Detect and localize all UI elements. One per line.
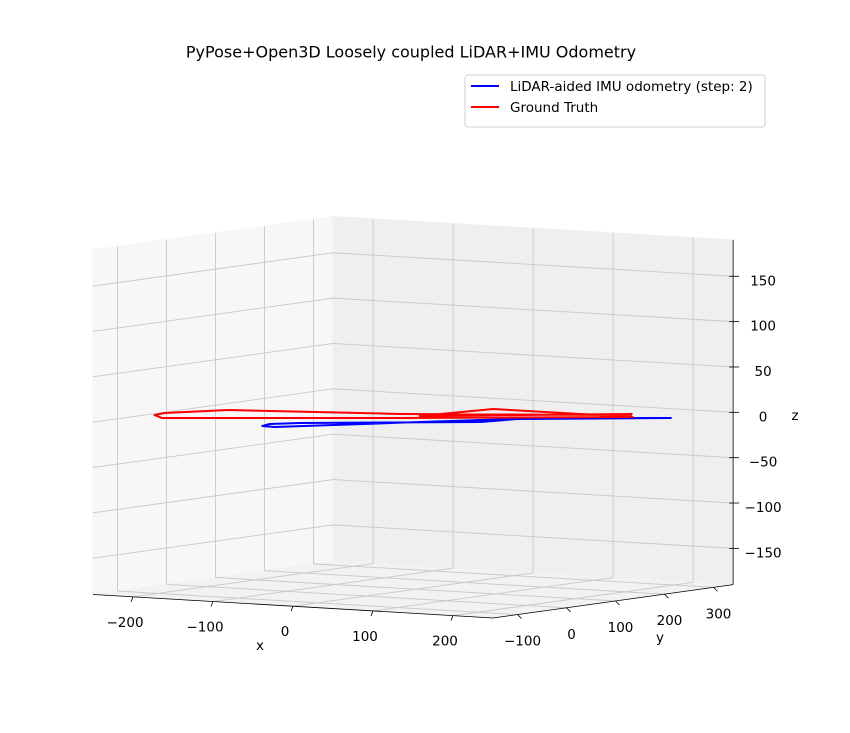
y-tick-label: 100 bbox=[608, 620, 634, 636]
y-axis-line bbox=[492, 584, 734, 619]
z-tick-label: 50 bbox=[755, 364, 772, 380]
y-tick-label: 300 bbox=[706, 606, 732, 622]
chart-title: PyPose+Open3D Loosely coupled LiDAR+IMU … bbox=[186, 43, 636, 62]
z-axis-label: z bbox=[791, 408, 798, 424]
tick-mark bbox=[517, 614, 522, 619]
legend-label: Ground Truth bbox=[510, 100, 598, 116]
z-tick-label: 150 bbox=[750, 273, 776, 289]
legend: LiDAR-aided IMU odometry (step: 2) Ground… bbox=[464, 74, 766, 128]
tick-mark bbox=[615, 600, 620, 606]
y-tick-label: −100 bbox=[504, 634, 541, 650]
z-tick-label: 100 bbox=[750, 319, 776, 335]
z-tick-label: 0 bbox=[759, 409, 768, 425]
tick-mark bbox=[290, 606, 294, 612]
x-axis-label: x bbox=[256, 638, 264, 654]
tick-mark bbox=[450, 615, 454, 621]
x-axis-line bbox=[92, 594, 494, 619]
y-tick-label: 200 bbox=[657, 613, 683, 629]
x-tick-label: −100 bbox=[186, 620, 223, 636]
grid-line bbox=[92, 433, 734, 468]
x-tick-label: 100 bbox=[352, 629, 378, 645]
grid-line bbox=[92, 479, 734, 514]
tick-mark bbox=[370, 610, 374, 617]
x-tick-label: 0 bbox=[281, 624, 290, 640]
grid-line bbox=[92, 343, 734, 378]
grid-line bbox=[92, 388, 734, 423]
grid-line bbox=[92, 524, 734, 559]
z-tick-label: −50 bbox=[749, 455, 778, 471]
tick-mark bbox=[664, 593, 669, 599]
plot-area: −200 −100 0 100 200 −100 0 100 200 300 −150 −100 −50… bbox=[92, 215, 782, 650]
x-tick-label: 200 bbox=[432, 634, 458, 650]
series-line bbox=[261, 417, 672, 428]
z-tick-label: −100 bbox=[745, 500, 782, 516]
tick-mark bbox=[130, 596, 134, 602]
tick-mark bbox=[210, 601, 214, 607]
y-tick-label: 0 bbox=[567, 627, 576, 643]
grid-line bbox=[92, 252, 734, 287]
legend-label: LiDAR-aided IMU odometry (step: 2) bbox=[510, 79, 753, 95]
tick-mark bbox=[566, 607, 571, 613]
legend-box bbox=[464, 74, 766, 128]
y-axis-label: y bbox=[656, 630, 664, 646]
tick-mark bbox=[713, 587, 718, 592]
series-line bbox=[153, 407, 634, 419]
grid-line bbox=[92, 297, 734, 332]
x-tick-label: −200 bbox=[106, 615, 143, 631]
z-tick-label: −150 bbox=[745, 545, 782, 561]
